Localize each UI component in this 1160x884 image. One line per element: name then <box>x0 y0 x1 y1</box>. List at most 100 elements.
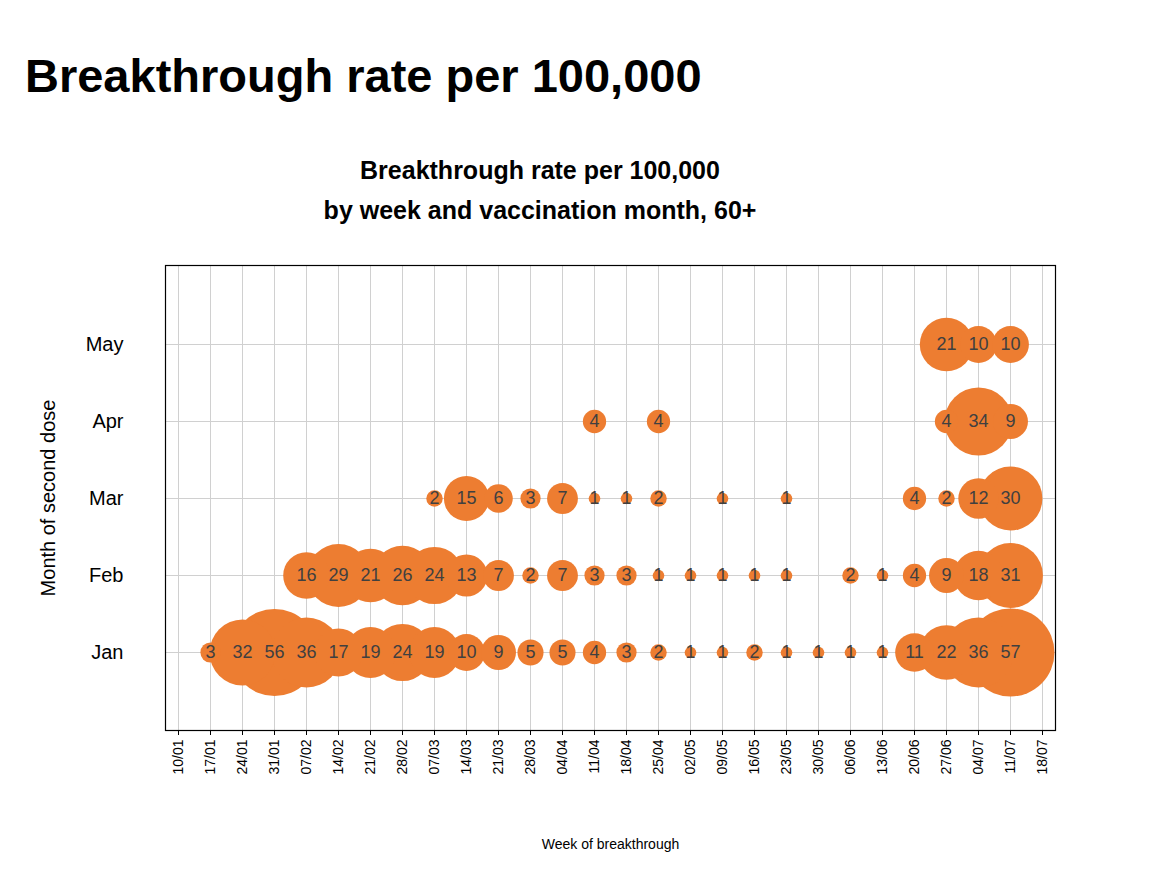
svg-text:02/05: 02/05 <box>682 739 698 774</box>
svg-text:4: 4 <box>941 411 951 431</box>
svg-text:9: 9 <box>493 642 503 662</box>
svg-text:4: 4 <box>589 411 599 431</box>
svg-text:Jan: Jan <box>91 641 123 663</box>
svg-text:2: 2 <box>525 565 535 585</box>
svg-text:4: 4 <box>653 411 663 431</box>
svg-text:17: 17 <box>328 642 348 662</box>
svg-text:4: 4 <box>589 642 599 662</box>
svg-text:26: 26 <box>392 565 412 585</box>
svg-text:3: 3 <box>621 642 631 662</box>
svg-text:7: 7 <box>557 565 567 585</box>
svg-text:3: 3 <box>205 642 215 662</box>
svg-text:10: 10 <box>968 334 988 354</box>
svg-text:10: 10 <box>456 642 476 662</box>
svg-text:19: 19 <box>360 642 380 662</box>
svg-text:4: 4 <box>909 488 919 508</box>
svg-text:24: 24 <box>424 565 444 585</box>
svg-text:14/03: 14/03 <box>458 739 474 774</box>
svg-text:9: 9 <box>1005 411 1015 431</box>
svg-text:1: 1 <box>717 488 727 508</box>
svg-text:Mar: Mar <box>89 487 124 509</box>
svg-text:1: 1 <box>781 565 791 585</box>
svg-text:1: 1 <box>717 565 727 585</box>
svg-text:1: 1 <box>877 642 887 662</box>
svg-text:21: 21 <box>936 334 956 354</box>
svg-text:2: 2 <box>653 488 663 508</box>
svg-text:11: 11 <box>905 642 924 662</box>
svg-text:25/04: 25/04 <box>650 739 666 774</box>
svg-text:9: 9 <box>941 565 951 585</box>
svg-text:18/07: 18/07 <box>1034 739 1050 774</box>
svg-text:07/03: 07/03 <box>426 739 442 774</box>
svg-text:15: 15 <box>456 488 476 508</box>
svg-text:7: 7 <box>493 565 503 585</box>
svg-text:3: 3 <box>621 565 631 585</box>
svg-text:30/05: 30/05 <box>810 739 826 774</box>
svg-text:1: 1 <box>845 642 855 662</box>
svg-text:1: 1 <box>621 488 631 508</box>
svg-text:1: 1 <box>653 565 663 585</box>
svg-text:2: 2 <box>653 642 663 662</box>
svg-text:19: 19 <box>424 642 444 662</box>
svg-text:12: 12 <box>968 488 988 508</box>
svg-text:2: 2 <box>941 488 951 508</box>
svg-text:04/04: 04/04 <box>554 739 570 774</box>
svg-text:29: 29 <box>328 565 348 585</box>
svg-text:28/02: 28/02 <box>394 739 410 774</box>
svg-text:Month of second dose: Month of second dose <box>37 400 59 597</box>
svg-text:21/02: 21/02 <box>362 739 378 774</box>
svg-text:1: 1 <box>589 488 599 508</box>
svg-text:16/05: 16/05 <box>746 739 762 774</box>
svg-text:2: 2 <box>845 565 855 585</box>
svg-text:1: 1 <box>685 565 695 585</box>
svg-text:30: 30 <box>1000 488 1020 508</box>
svg-text:11/04: 11/04 <box>586 739 602 773</box>
svg-text:3: 3 <box>589 565 599 585</box>
svg-text:22: 22 <box>936 642 956 662</box>
svg-text:1: 1 <box>813 642 823 662</box>
svg-text:23/05: 23/05 <box>778 739 794 774</box>
svg-text:24/01: 24/01 <box>234 739 250 774</box>
svg-text:31/01: 31/01 <box>266 739 282 774</box>
svg-text:27/06: 27/06 <box>938 739 954 774</box>
svg-text:Apr: Apr <box>92 410 123 432</box>
svg-text:1: 1 <box>749 565 759 585</box>
svg-text:1: 1 <box>717 642 727 662</box>
svg-text:31: 31 <box>1000 565 1020 585</box>
svg-text:14/02: 14/02 <box>330 739 346 774</box>
svg-text:36: 36 <box>968 642 988 662</box>
svg-text:20/06: 20/06 <box>906 739 922 774</box>
svg-text:May: May <box>86 333 124 355</box>
svg-text:1: 1 <box>685 642 695 662</box>
svg-text:13/06: 13/06 <box>874 739 890 774</box>
svg-text:1: 1 <box>781 488 791 508</box>
svg-text:5: 5 <box>557 642 567 662</box>
svg-text:1: 1 <box>877 565 887 585</box>
svg-text:5: 5 <box>525 642 535 662</box>
svg-text:10/01: 10/01 <box>170 739 186 774</box>
svg-text:06/06: 06/06 <box>842 739 858 774</box>
svg-text:04/07: 04/07 <box>970 739 986 774</box>
svg-text:17/01: 17/01 <box>202 739 218 774</box>
svg-text:10: 10 <box>1000 334 1020 354</box>
svg-text:2: 2 <box>749 642 759 662</box>
svg-text:Week of breakthrough: Week of breakthrough <box>542 836 680 852</box>
svg-text:13: 13 <box>456 565 476 585</box>
svg-text:Feb: Feb <box>89 564 123 586</box>
svg-text:07/02: 07/02 <box>298 739 314 774</box>
svg-text:56: 56 <box>264 642 284 662</box>
svg-text:16: 16 <box>296 565 316 585</box>
svg-text:6: 6 <box>493 488 503 508</box>
svg-text:18/04: 18/04 <box>618 739 634 774</box>
svg-text:28/03: 28/03 <box>522 739 538 774</box>
svg-text:4: 4 <box>909 565 919 585</box>
svg-text:2: 2 <box>429 488 439 508</box>
svg-text:1: 1 <box>781 642 791 662</box>
svg-text:18: 18 <box>968 565 988 585</box>
svg-text:21: 21 <box>360 565 380 585</box>
svg-text:09/05: 09/05 <box>714 739 730 774</box>
svg-text:3: 3 <box>525 488 535 508</box>
svg-text:36: 36 <box>296 642 316 662</box>
svg-text:57: 57 <box>1000 642 1020 662</box>
svg-text:32: 32 <box>232 642 252 662</box>
